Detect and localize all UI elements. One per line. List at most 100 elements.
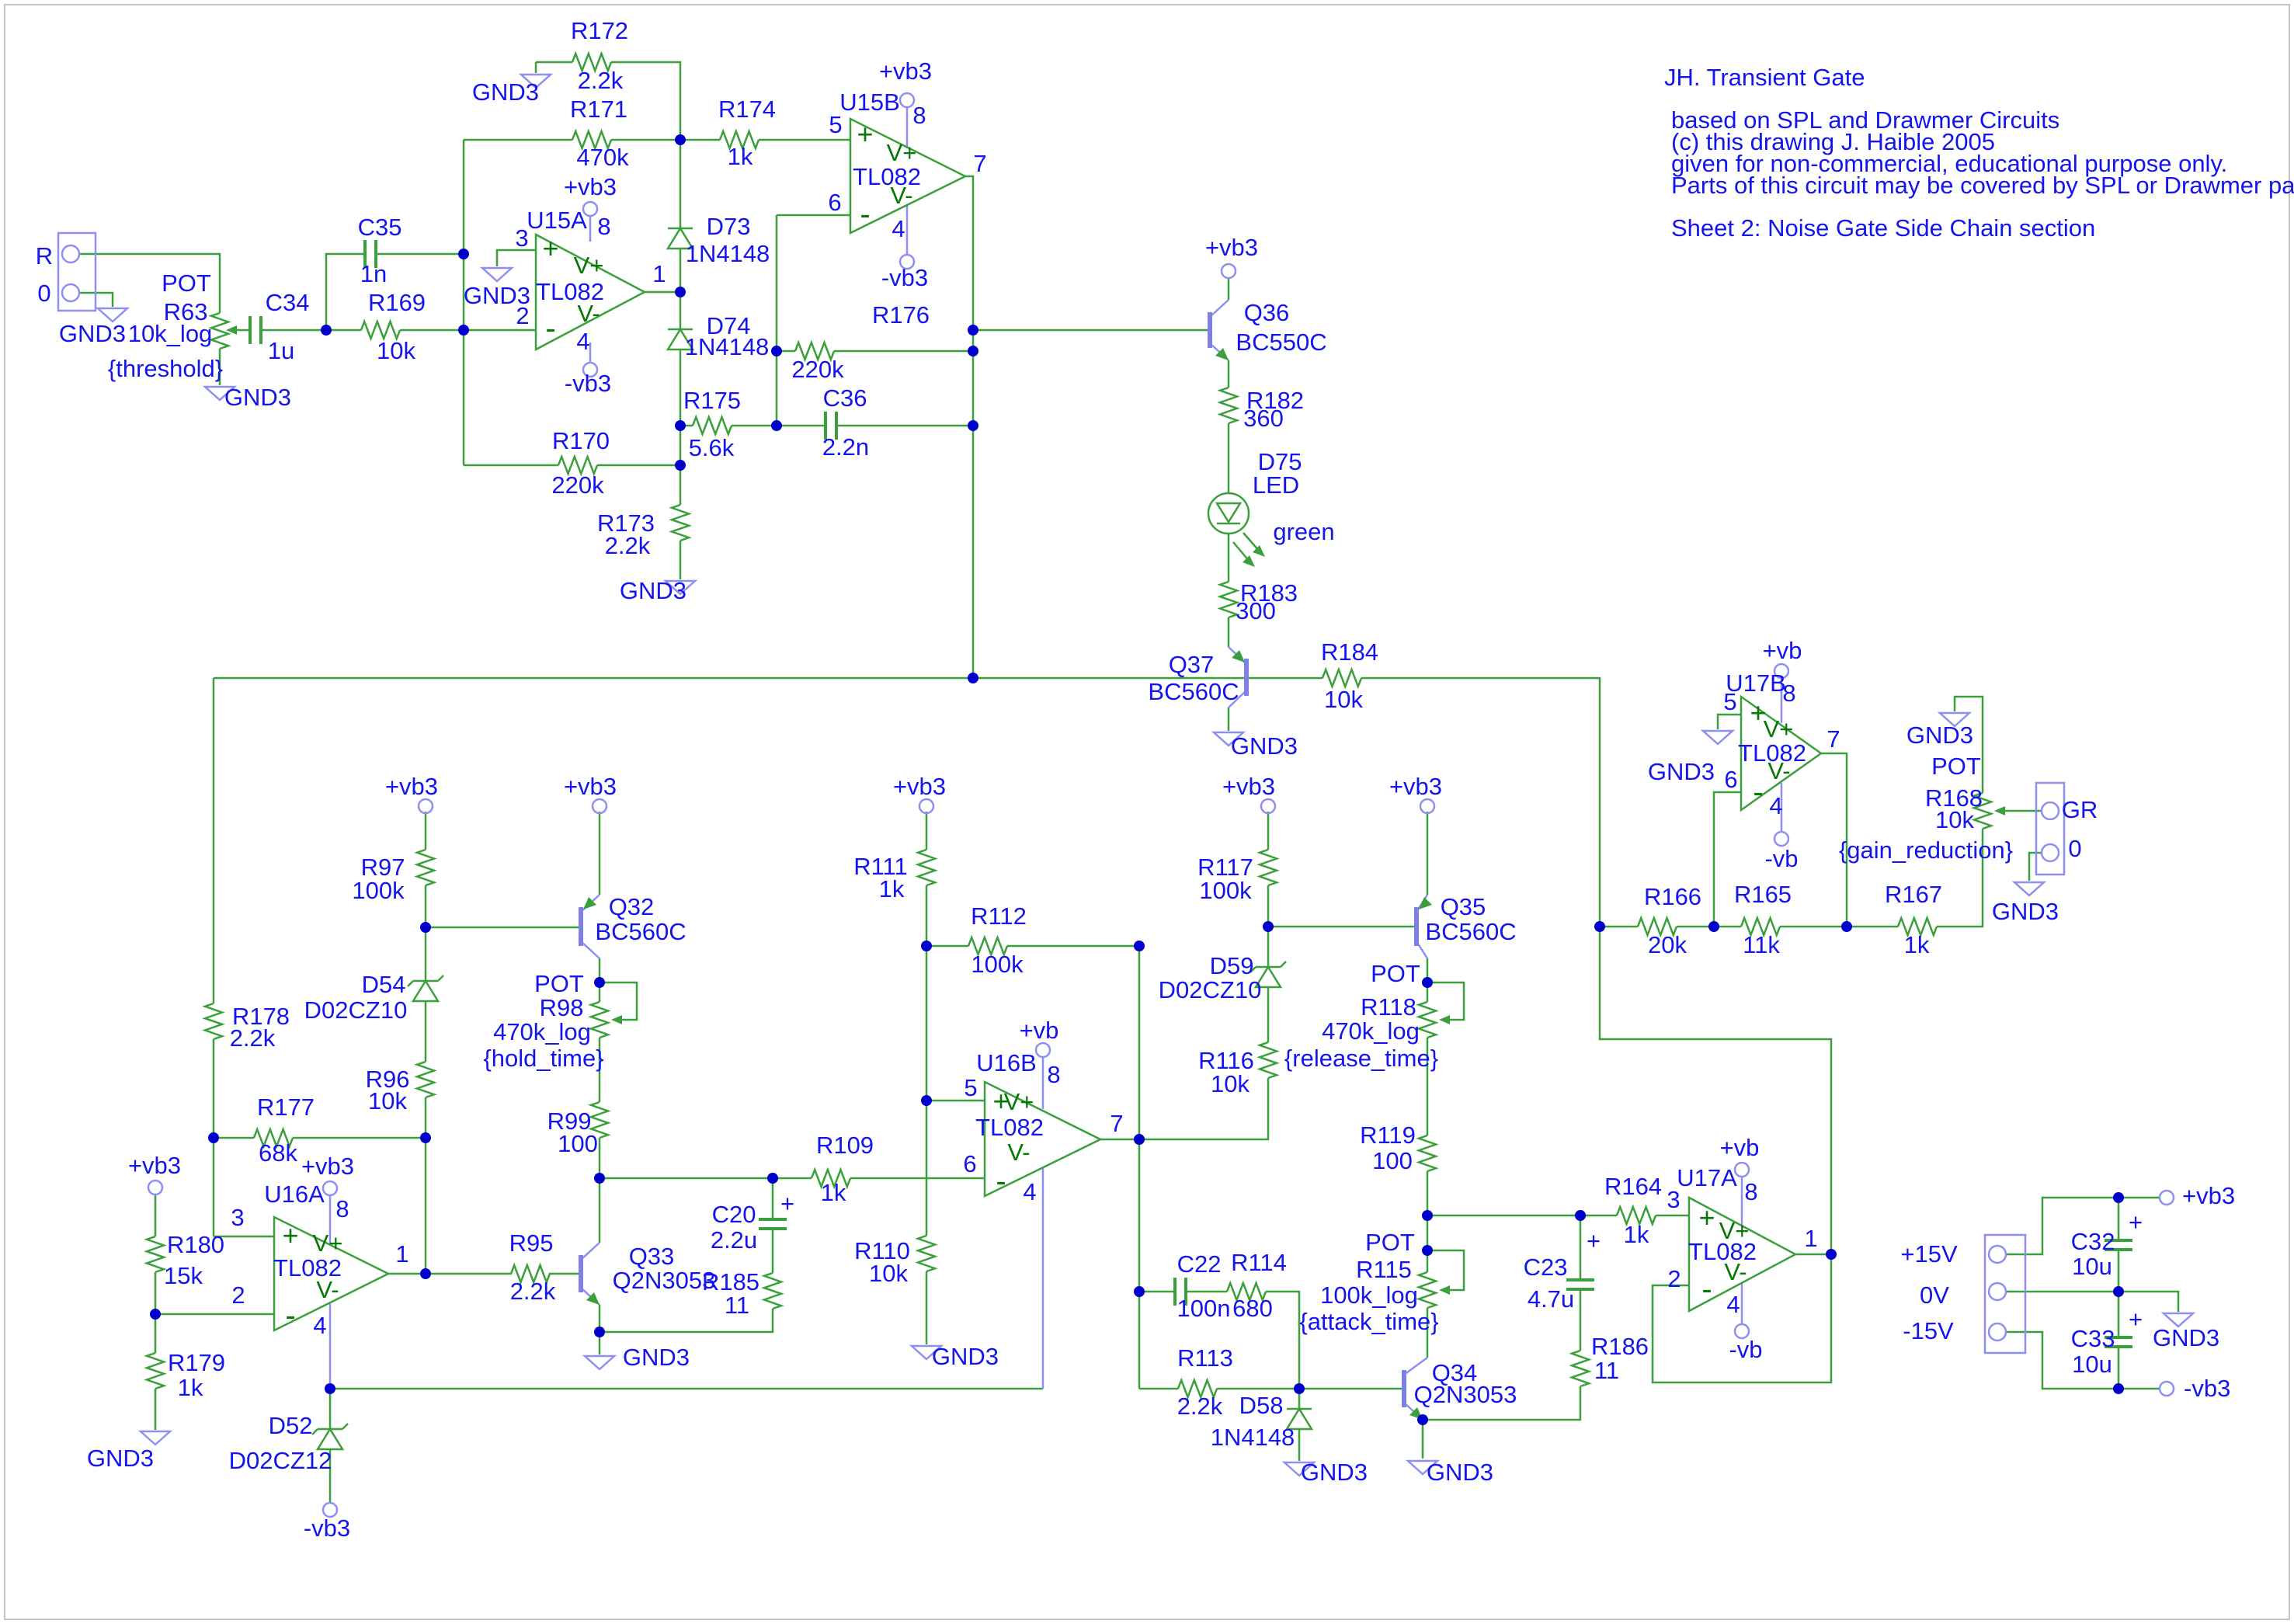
input-connector-pin-0 [61, 244, 81, 264]
emitter-arrow-q32 [583, 897, 596, 909]
label-gnd3: GND3 [932, 1343, 999, 1370]
label-pot: POT [534, 970, 584, 997]
label-300: 300 [1236, 597, 1276, 624]
label-+: + [857, 118, 873, 150]
zener-diode-D54 [411, 979, 440, 1003]
ground-symbol-10 [1405, 1459, 1441, 1476]
label-1: 1 [1804, 1225, 1817, 1252]
resistor-R167 [1896, 915, 1938, 938]
label-vb: -vb [1764, 845, 1798, 872]
label-tl082: TL082 [1688, 1238, 1757, 1265]
label-v: V- [1724, 1258, 1747, 1285]
label-100: 100 [1372, 1147, 1413, 1174]
junction-dot-18 [325, 1383, 335, 1394]
label-+: + [2129, 1208, 2143, 1236]
label-r185: R185 [702, 1268, 759, 1295]
junction-dot-30 [1422, 977, 1433, 988]
label-2-2k: 2.2k [578, 67, 624, 94]
label-4: 4 [892, 215, 905, 242]
resistor-R112 [967, 934, 1009, 958]
resistor-R170 [557, 454, 599, 477]
resistor-R174 [718, 128, 760, 151]
resistor-R96 [414, 1060, 437, 1099]
label-+vb3: +vb3 [893, 773, 946, 800]
label-1n4148: 1N4148 [686, 240, 770, 267]
label-2-2k: 2.2k [510, 1278, 556, 1305]
label-vb3: -vb3 [565, 370, 611, 397]
label-r172: R172 [571, 17, 628, 44]
label-: - [545, 311, 555, 346]
junction-dot-37 [1826, 1249, 1837, 1260]
label-: - [1753, 775, 1763, 809]
potentiometer-R115-pot [1416, 1271, 1439, 1309]
label-tl082: TL082 [853, 163, 921, 190]
wire-1 [78, 291, 114, 307]
junction-dot-8 [771, 420, 782, 431]
input-connector [57, 231, 97, 312]
power-terminal-12 [322, 1180, 339, 1197]
potentiometer-R63-pot [208, 311, 231, 350]
symbol-lead-6 [580, 1242, 600, 1261]
label-v: V- [316, 1276, 339, 1303]
wire-108 [1712, 791, 1741, 927]
resistor-R99 [588, 1101, 611, 1139]
label-0: 0 [37, 280, 50, 307]
power-terminal-2 [898, 92, 916, 109]
label-4: 4 [313, 1312, 326, 1339]
label-5-6k: 5.6k [689, 434, 735, 461]
label-+vb3: +vb3 [1205, 234, 1258, 261]
junction-dot-34 [1575, 1210, 1586, 1221]
resistor-R178 [202, 1002, 225, 1041]
label-attack-time: {attack_time} [1299, 1308, 1438, 1335]
label-parts-of-this-circuit-may-be-covered-by-spl-or-drawmer-patents: Parts of this circuit may be covered by … [1671, 172, 2294, 199]
resistor-R175 [691, 414, 733, 437]
resistor-R113 [1177, 1377, 1218, 1400]
resistor-R166 [1636, 915, 1678, 938]
label-1n4148: 1N4148 [1211, 1424, 1295, 1451]
diode-D74 [666, 327, 695, 351]
power-terminal-8 [1034, 1042, 1051, 1059]
label-green: green [1273, 518, 1334, 545]
label-5: 5 [829, 111, 842, 138]
wire-30 [965, 175, 975, 678]
label-d02cz10: D02CZ10 [304, 996, 408, 1024]
page-border [4, 4, 2290, 1620]
wire-59 [1423, 1386, 1582, 1421]
label-q36: Q36 [1244, 299, 1290, 326]
label-v+: V+ [1719, 1217, 1750, 1244]
label-1k: 1k [178, 1374, 203, 1401]
label-: - [996, 1164, 1006, 1198]
opamp-U16A [273, 1215, 391, 1333]
ground-symbol-1 [202, 385, 238, 402]
symbol-lead-0 [1209, 299, 1229, 318]
label-gr: GR [2062, 796, 2098, 823]
wire-114 [1937, 829, 1984, 928]
wire-117 [2028, 851, 2042, 881]
label-1: 1 [395, 1240, 408, 1268]
label-+vb3: +vb3 [385, 773, 438, 800]
power-terminal-7 [918, 798, 935, 815]
label-d02cz12: D02CZ12 [229, 1447, 332, 1474]
power-terminal-11 [147, 1179, 164, 1196]
junction-dot-27 [1134, 1286, 1145, 1297]
label-u17a: U17A [1677, 1164, 1737, 1191]
resistor-R185 [761, 1271, 784, 1310]
ground-symbol-12 [1937, 711, 1972, 728]
junction-dot-9 [968, 325, 978, 336]
label-1k: 1k [879, 875, 905, 902]
label-r95: R95 [509, 1229, 554, 1257]
label-+vb3: +vb3 [1222, 773, 1275, 800]
label-+: + [282, 1219, 298, 1251]
label-220k: 220k [551, 471, 604, 499]
label-+: + [1698, 1201, 1715, 1233]
label-gain-reduction: {gain_reduction} [1839, 836, 2013, 864]
label-+: + [1750, 697, 1766, 729]
label-2-2u: 2.2u [711, 1226, 757, 1254]
label-7: 7 [1110, 1110, 1123, 1137]
label-q35: Q35 [1441, 893, 1486, 920]
symbol-lead-3 [1228, 690, 1247, 708]
ground-symbol-5 [582, 1354, 617, 1371]
led-D75 [1207, 492, 1250, 535]
emitter-arrow-q33 [586, 1292, 600, 1305]
label-sheet-2-noise-gate-side-chain-section: Sheet 2: Noise Gate Side Chain section [1671, 214, 2095, 242]
